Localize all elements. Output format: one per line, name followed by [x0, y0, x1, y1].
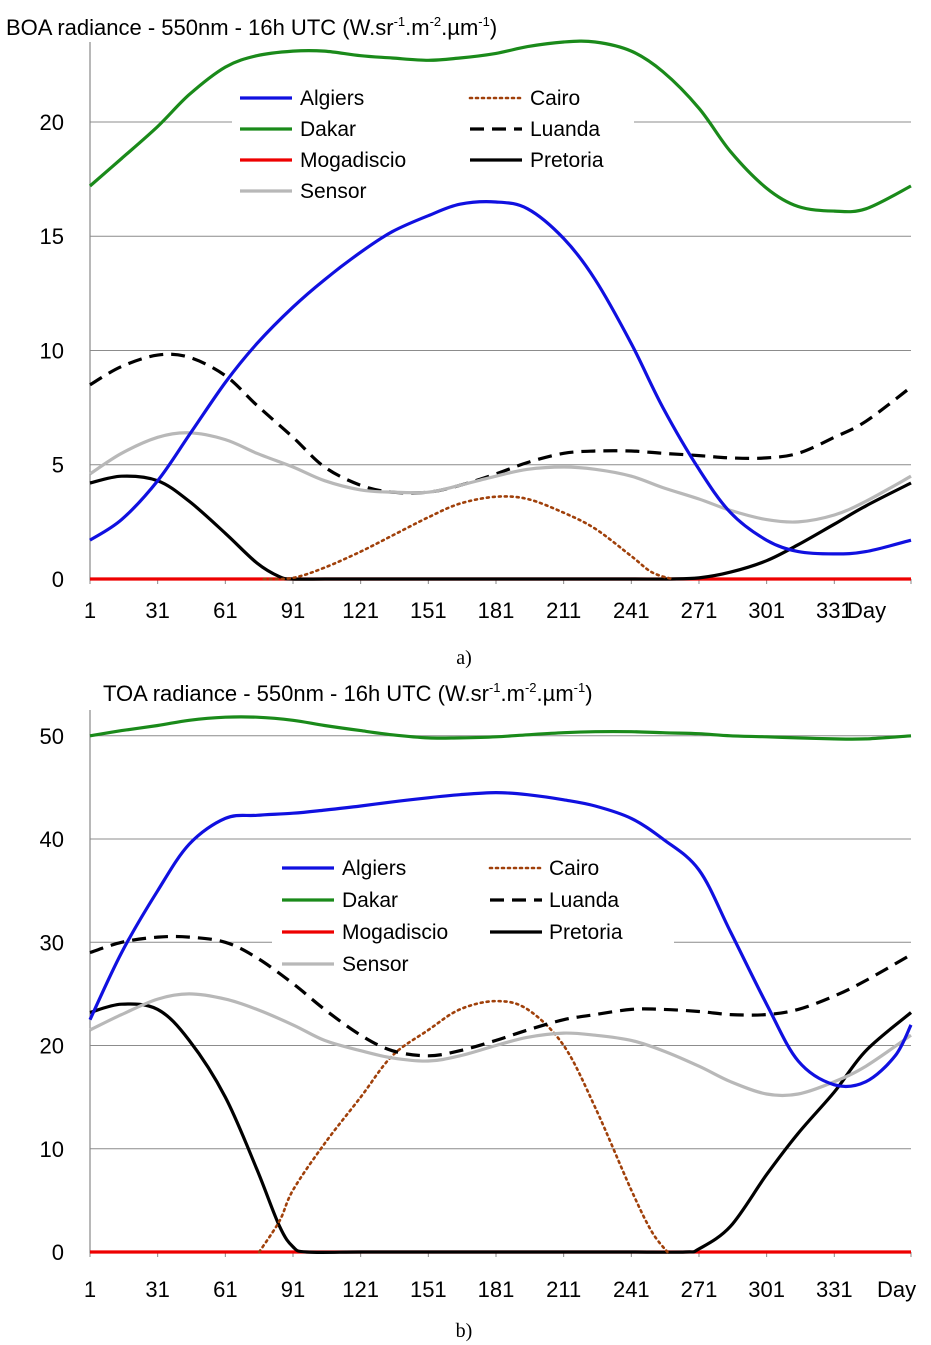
legend-label-dakar: Dakar — [342, 889, 398, 912]
y-tick-labels-a: 0 5 10 15 20 — [40, 110, 64, 592]
x-tick-label: 331 — [816, 1277, 853, 1302]
y-tick-label: 5 — [52, 453, 64, 478]
x-tick-label: 121 — [342, 1277, 379, 1302]
series-line-sensor — [89, 431, 912, 524]
series-line-algiers — [89, 200, 912, 556]
y-tick-label: 40 — [40, 827, 64, 852]
y-tick-label: 20 — [40, 110, 64, 135]
legend-label-mogadiscio: Mogadiscio — [300, 149, 406, 172]
x-tick-label: 91 — [281, 1277, 305, 1302]
x-tick-label: 301 — [748, 1277, 785, 1302]
y-tick-label: 0 — [52, 567, 64, 592]
y-tick-label: 15 — [40, 224, 64, 249]
x-tick-label: 241 — [613, 1277, 650, 1302]
legend-label-luanda: Luanda — [530, 118, 600, 141]
y-tick-label: 30 — [40, 930, 64, 955]
x-axis-unit-a: Day — [847, 598, 886, 623]
series-line-pretoria — [89, 1002, 913, 1254]
chart-panel-b: TOA radiance - 550nm - 16h UTC (W.sr-1.m… — [40, 680, 917, 1342]
y-tick-label: 10 — [40, 338, 64, 363]
y-tick-label: 10 — [40, 1137, 64, 1162]
legend-a: Algiers Cairo Dakar Luanda Mogadiscio Pretori… — [232, 84, 634, 206]
x-tick-label: 181 — [478, 598, 515, 623]
legend-label-pretoria: Pretoria — [549, 921, 623, 944]
legend-label-algiers: Algiers — [342, 857, 406, 880]
chart-title-a: BOA radiance - 550nm - 16h UTC (W.sr-1.m… — [6, 14, 497, 40]
x-tick-label: 211 — [546, 1277, 581, 1302]
x-tick-label: 61 — [213, 1277, 237, 1302]
legend-label-pretoria: Pretoria — [530, 149, 604, 172]
series-group-b — [88, 715, 913, 1254]
y-tick-label: 50 — [40, 724, 64, 749]
caption-a: a) — [456, 647, 472, 669]
legend-b: Algiers Cairo Dakar Luanda Mogadiscio Pretori… — [272, 852, 674, 980]
series-line-dakar — [89, 715, 912, 741]
legend-background-a — [232, 84, 634, 206]
series-line-dakar — [88, 39, 912, 214]
series-line-luanda — [89, 934, 912, 1058]
x-axis-unit-b: Day — [877, 1277, 916, 1302]
legend-label-dakar: Dakar — [300, 118, 356, 141]
x-tick-label: 91 — [281, 598, 305, 623]
chart-title-b: TOA radiance - 550nm - 16h UTC (W.sr-1.m… — [103, 680, 593, 706]
x-tick-label: 1 — [84, 1277, 96, 1302]
legend-label-luanda: Luanda — [549, 889, 619, 912]
y-tick-label: 0 — [52, 1240, 64, 1265]
series-line-luanda — [89, 352, 912, 495]
legend-label-cairo: Cairo — [530, 87, 580, 110]
x-tick-labels-a: 1 31 61 91 121 151 181 211 241 271 301 331 — [84, 579, 912, 623]
series-line-pretoria — [89, 474, 912, 581]
x-tick-label: 271 — [681, 598, 718, 623]
x-tick-label: 211 — [546, 598, 581, 623]
caption-b: b) — [456, 1320, 473, 1342]
series-line-algiers — [88, 791, 913, 1089]
x-tick-label: 31 — [145, 598, 169, 623]
x-tick-label: 121 — [342, 598, 379, 623]
y-tick-label: 20 — [40, 1034, 64, 1059]
legend-background-b — [272, 852, 674, 980]
x-tick-label: 151 — [410, 1277, 447, 1302]
x-tick-label: 151 — [410, 598, 447, 623]
legend-label-algiers: Algiers — [300, 87, 364, 110]
series-line-sensor — [89, 992, 912, 1098]
x-tick-label: 31 — [145, 1277, 169, 1302]
x-tick-label: 1 — [84, 598, 96, 623]
x-tick-label: 271 — [681, 1277, 718, 1302]
y-tick-labels-b: 0 10 20 30 40 50 — [40, 724, 64, 1265]
x-tick-labels-b: 1 31 61 91 121 151 181 211 241 271 301 331 — [84, 1252, 912, 1302]
series-group-a — [88, 39, 912, 581]
x-tick-label: 331 — [816, 598, 853, 623]
series-line-cairo — [262, 495, 674, 581]
legend-label-sensor: Sensor — [342, 953, 409, 976]
chart-panel-a: BOA radiance - 550nm - 16h UTC (W.sr-1.m… — [6, 14, 912, 669]
x-tick-label: 241 — [613, 598, 650, 623]
x-tick-label: 181 — [478, 1277, 515, 1302]
legend-label-sensor: Sensor — [300, 180, 367, 203]
x-tick-label: 61 — [213, 598, 237, 623]
series-line-cairo — [257, 999, 669, 1254]
legend-label-cairo: Cairo — [549, 857, 599, 880]
legend-label-mogadiscio: Mogadiscio — [342, 921, 448, 944]
x-tick-label: 301 — [748, 598, 785, 623]
